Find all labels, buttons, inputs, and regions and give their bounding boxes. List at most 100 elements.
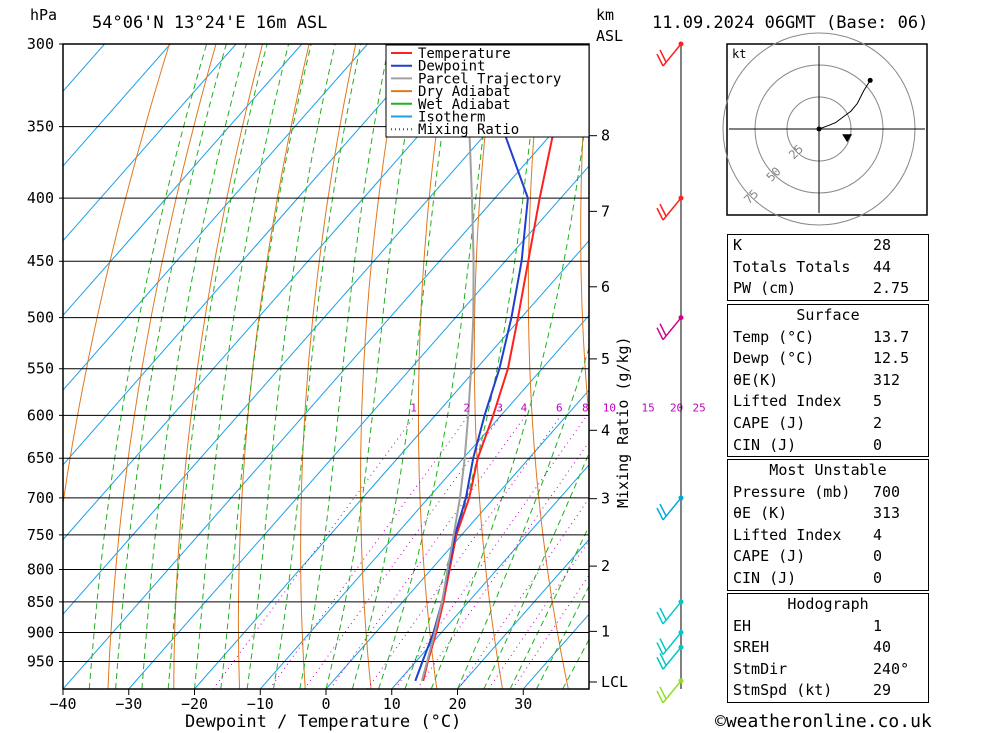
row-value: 12.5 bbox=[873, 349, 910, 368]
wet-adiabat-line bbox=[404, 44, 543, 689]
pressure-tick-label: 500 bbox=[27, 309, 54, 327]
wind-barb bbox=[656, 601, 682, 625]
mixing-ratio-line bbox=[367, 415, 562, 689]
mixing-ratio-line bbox=[212, 415, 416, 689]
isotherms bbox=[63, 44, 589, 689]
mixing-ratio-label: 15 bbox=[642, 401, 655, 414]
hodograph-unit: kt bbox=[732, 47, 746, 61]
isotherm-line bbox=[194, 239, 589, 689]
pressure-tick-label: 400 bbox=[27, 189, 54, 207]
mixing-ratio-line bbox=[488, 540, 589, 689]
isotherm-line bbox=[63, 44, 171, 167]
wet-adiabat-line bbox=[246, 44, 336, 689]
legend-label: Dewpoint bbox=[418, 59, 485, 75]
pressure-tick-label: 900 bbox=[27, 624, 54, 642]
legend-label: Dry Adiabat bbox=[418, 84, 511, 100]
table-row: StmDir 240° bbox=[728, 659, 928, 681]
dry-adiabat-line bbox=[237, 44, 310, 689]
sounding-lines bbox=[414, 44, 570, 682]
x-tick-label: −10 bbox=[247, 695, 274, 713]
x-tick-label: −40 bbox=[49, 695, 76, 713]
dry-adiabat-line bbox=[527, 44, 569, 689]
dry-adiabat-line bbox=[580, 44, 589, 422]
pressure-tick-label: 550 bbox=[27, 360, 54, 378]
row-key: PW (cm) bbox=[733, 279, 797, 298]
hodograph-start-dot bbox=[816, 126, 822, 132]
pressure-tick-label: 850 bbox=[27, 593, 54, 611]
pressure-lines: 300 350 400 450 500 550 600 650 700 750 800 850 900 9… bbox=[27, 35, 589, 671]
surface-table: Surface Temp (°C) 13.7 Dewp (°C) 12.5 θE(K) 31… bbox=[727, 304, 929, 458]
wind-barbs bbox=[656, 41, 684, 704]
table-row: Dewp (°C) 12.5 bbox=[728, 348, 928, 370]
row-key: CIN (J) bbox=[733, 435, 797, 454]
x-tick-label: −20 bbox=[181, 695, 208, 713]
isotherm-line bbox=[63, 44, 303, 317]
isotherm-line bbox=[259, 314, 589, 689]
pressure-tick-label: 650 bbox=[27, 449, 54, 467]
row-key: Totals Totals bbox=[733, 257, 851, 276]
table-row: Totals Totals 44 bbox=[728, 257, 928, 279]
table-title: Hodograph bbox=[787, 595, 869, 613]
mixing-ratio-label: 3 bbox=[496, 401, 503, 414]
dry-adiabat-line bbox=[360, 44, 403, 689]
row-key: SREH bbox=[733, 638, 770, 657]
legend-label: Parcel Trajectory bbox=[418, 71, 561, 87]
table-row: StmSpd (kt) 29 bbox=[728, 680, 928, 702]
pressure-tick-label: 350 bbox=[27, 118, 54, 136]
wet-adiabat-line bbox=[194, 44, 290, 689]
x-tick-label: −30 bbox=[115, 695, 142, 713]
row-value: 0 bbox=[873, 568, 883, 587]
isotherm-line bbox=[325, 389, 589, 689]
row-key: Dewp (°C) bbox=[733, 349, 815, 368]
row-value: 5 bbox=[873, 392, 883, 411]
table-row: θE (K) 313 bbox=[728, 503, 928, 525]
hodograph-trace bbox=[818, 80, 871, 130]
wind-barb bbox=[656, 497, 682, 521]
isotherm-line bbox=[457, 538, 589, 689]
wind-barb bbox=[656, 646, 682, 670]
wind-barb bbox=[656, 632, 682, 656]
pressure-tick-label: 600 bbox=[27, 406, 54, 424]
wind-barb bbox=[656, 680, 682, 704]
legend-label: Wet Adiabat bbox=[418, 97, 511, 113]
pressure-tick-label: 700 bbox=[27, 489, 54, 507]
mixing-ratio-label: 2 bbox=[463, 401, 470, 414]
km-tick-label: 7 bbox=[601, 202, 610, 220]
mixing-ratio-label: 10 bbox=[603, 401, 616, 414]
isotherm-line bbox=[63, 44, 368, 391]
row-value: 1 bbox=[873, 616, 883, 635]
storm-motion-marker bbox=[842, 134, 853, 143]
pressure-tick-label: 450 bbox=[27, 252, 54, 270]
row-value: 0 bbox=[873, 435, 883, 454]
hpa-unit: hPa bbox=[30, 6, 57, 24]
legend-label: Temperature bbox=[418, 46, 511, 62]
dry-adiabat-line bbox=[962, 44, 1000, 689]
row-value: 4 bbox=[873, 525, 883, 544]
row-key: θE (K) bbox=[733, 504, 788, 523]
mixing-ratio-line bbox=[512, 574, 589, 689]
table-row: Lifted Index 4 bbox=[728, 525, 928, 547]
table-row: Lifted Index 5 bbox=[728, 391, 928, 413]
km-unit: km bbox=[596, 6, 614, 24]
km-tick-label: 4 bbox=[601, 421, 610, 439]
row-key: θE(K) bbox=[733, 370, 779, 389]
row-value: 13.7 bbox=[873, 327, 910, 346]
wind-barb bbox=[656, 317, 682, 341]
row-key: K bbox=[733, 236, 743, 254]
row-key: CAPE (J) bbox=[733, 547, 806, 566]
row-value: 240° bbox=[873, 659, 910, 678]
table-row: Temp (°C) 13.7 bbox=[728, 327, 928, 349]
table-row: θE(K) 312 bbox=[728, 370, 928, 392]
row-value: 313 bbox=[873, 504, 901, 523]
row-value: 2 bbox=[873, 413, 883, 432]
table-row: CAPE (J) 0 bbox=[728, 546, 928, 568]
pressure-tick-label: 950 bbox=[27, 653, 54, 671]
wind-barb bbox=[656, 43, 682, 67]
table-row: EH 1 bbox=[728, 616, 928, 638]
row-key: CAPE (J) bbox=[733, 413, 806, 432]
table-row: PW (cm) 2.75 bbox=[728, 278, 928, 300]
row-key: Temp (°C) bbox=[733, 327, 815, 346]
x-tick-label: 10 bbox=[383, 695, 401, 713]
